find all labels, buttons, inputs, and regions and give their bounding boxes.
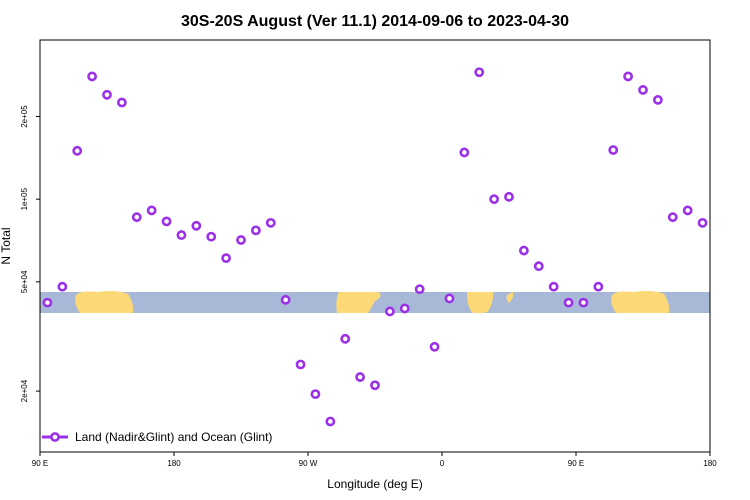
data-point — [176, 230, 187, 240]
data-point — [667, 212, 678, 223]
legend: Land (Nadir&Glint) and Ocean (Glint) — [42, 430, 272, 444]
data-point — [533, 261, 544, 272]
x-tick-label: 90 W — [299, 459, 318, 468]
land-africa — [467, 292, 494, 313]
data-point — [72, 145, 83, 156]
data-point — [87, 71, 98, 82]
y-axis-label: N Total — [0, 227, 13, 264]
data-point — [489, 194, 500, 205]
map-band — [40, 290, 710, 313]
data-point — [325, 416, 336, 427]
data-point — [340, 333, 351, 344]
data-point — [295, 359, 306, 370]
data-point — [310, 389, 321, 400]
y-tick-label: 1e+05 — [20, 187, 29, 210]
y-tick-label: 2e+05 — [20, 105, 29, 128]
data-point — [444, 293, 455, 304]
data-point — [161, 216, 172, 227]
data-point — [399, 303, 410, 314]
data-point — [518, 245, 529, 256]
land-madagascar — [506, 292, 514, 303]
x-tick-label: 90 E — [568, 459, 584, 468]
data-point — [146, 205, 157, 216]
data-point — [652, 94, 663, 105]
chart-title: 30S-20S August (Ver 11.1) 2014-09-06 to … — [181, 13, 569, 30]
data-point — [206, 231, 217, 242]
data-point — [221, 253, 232, 264]
data-point — [265, 217, 276, 228]
data-point — [116, 97, 127, 108]
data-point — [623, 71, 634, 82]
x-tick-label: 180 — [703, 459, 717, 468]
data-point — [57, 281, 68, 292]
x-tick-label: 90 E — [32, 459, 48, 468]
x-tick-label: 180 — [167, 459, 181, 468]
data-point — [236, 235, 246, 245]
land-south-america — [336, 292, 381, 313]
y-axis: 2e+04 5e+04 1e+05 2e+05 — [20, 105, 40, 402]
data-point — [548, 281, 559, 292]
data-point — [250, 225, 261, 236]
data-point — [131, 212, 142, 223]
data-point — [370, 380, 380, 391]
data-point — [563, 297, 574, 308]
x-axis-label: Longitude (deg E) — [327, 477, 422, 491]
ocean-band — [40, 292, 710, 313]
data-points — [42, 67, 708, 427]
data-point — [474, 67, 485, 78]
y-tick-label: 2e+04 — [20, 379, 29, 402]
land-australia-2 — [611, 290, 670, 313]
data-point — [504, 191, 514, 202]
data-point — [191, 220, 202, 231]
y-tick-label: 5e+04 — [20, 270, 29, 293]
data-point — [384, 306, 395, 317]
data-point — [429, 341, 440, 352]
data-point — [459, 147, 470, 158]
data-point — [414, 284, 425, 295]
data-point — [682, 205, 693, 216]
x-axis: 90 E 180 90 W 0 90 E 180 — [32, 452, 717, 468]
land-australia-1 — [75, 290, 134, 313]
data-point — [638, 85, 648, 95]
plot-frame — [39, 39, 711, 453]
data-point — [697, 217, 708, 228]
data-point — [102, 89, 112, 100]
data-point — [42, 297, 53, 308]
data-point — [593, 281, 604, 292]
legend-label: Land (Nadir&Glint) and Ocean (Glint) — [75, 430, 272, 444]
legend-marker-swatch — [50, 432, 60, 442]
data-point — [355, 372, 366, 382]
x-tick-label: 0 — [440, 459, 445, 468]
data-point — [578, 297, 589, 308]
data-point — [280, 294, 291, 305]
data-point — [608, 145, 619, 155]
